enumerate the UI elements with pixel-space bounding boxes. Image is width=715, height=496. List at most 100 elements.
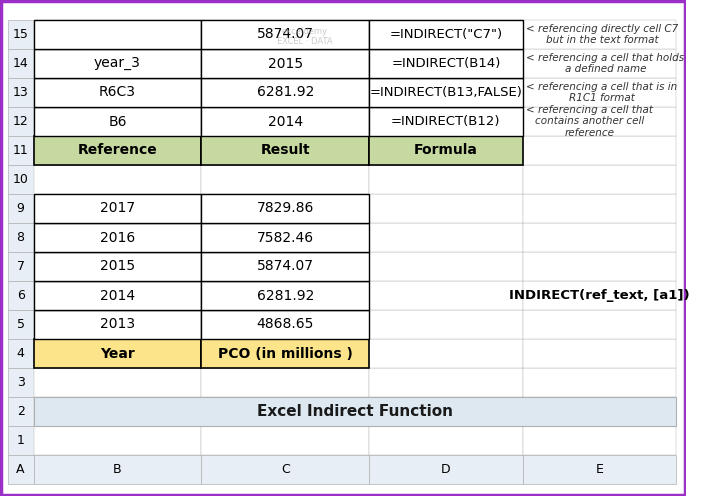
FancyBboxPatch shape [369, 20, 523, 49]
Text: Excel Indirect Function: Excel Indirect Function [257, 404, 453, 419]
FancyBboxPatch shape [369, 455, 523, 484]
FancyBboxPatch shape [202, 426, 369, 455]
FancyBboxPatch shape [8, 20, 34, 49]
FancyBboxPatch shape [202, 49, 369, 78]
FancyBboxPatch shape [523, 368, 676, 397]
Text: R6C3: R6C3 [99, 85, 136, 100]
FancyBboxPatch shape [8, 223, 34, 252]
FancyBboxPatch shape [369, 49, 523, 78]
FancyBboxPatch shape [34, 397, 202, 426]
Text: 6281.92: 6281.92 [257, 289, 314, 303]
FancyBboxPatch shape [369, 281, 523, 310]
FancyBboxPatch shape [369, 368, 523, 397]
Text: 7582.46: 7582.46 [257, 231, 314, 245]
FancyBboxPatch shape [34, 281, 202, 310]
Text: 8: 8 [16, 231, 24, 244]
FancyBboxPatch shape [369, 397, 523, 426]
FancyBboxPatch shape [202, 310, 369, 339]
FancyBboxPatch shape [34, 20, 202, 49]
Text: year_3: year_3 [94, 57, 141, 70]
FancyBboxPatch shape [202, 281, 369, 310]
FancyBboxPatch shape [369, 252, 523, 281]
FancyBboxPatch shape [523, 310, 676, 339]
FancyBboxPatch shape [523, 426, 676, 455]
FancyBboxPatch shape [34, 223, 202, 252]
FancyBboxPatch shape [8, 281, 34, 310]
FancyBboxPatch shape [369, 310, 523, 339]
FancyBboxPatch shape [34, 49, 202, 78]
Text: exceldemy
EXCEL · DATA: exceldemy EXCEL · DATA [277, 27, 332, 46]
FancyBboxPatch shape [523, 223, 676, 252]
FancyBboxPatch shape [8, 455, 34, 484]
FancyBboxPatch shape [8, 78, 34, 107]
FancyBboxPatch shape [523, 165, 676, 194]
FancyBboxPatch shape [34, 49, 202, 78]
Text: 7829.86: 7829.86 [257, 201, 314, 215]
FancyBboxPatch shape [8, 397, 34, 426]
FancyBboxPatch shape [523, 455, 676, 484]
Text: =INDIRECT(B14): =INDIRECT(B14) [391, 57, 500, 70]
Text: =INDIRECT(B13,FALSE): =INDIRECT(B13,FALSE) [370, 86, 522, 99]
FancyBboxPatch shape [202, 49, 369, 78]
Text: 11: 11 [13, 144, 29, 157]
FancyBboxPatch shape [34, 78, 202, 107]
FancyBboxPatch shape [523, 20, 676, 49]
Text: 5: 5 [16, 318, 24, 331]
FancyBboxPatch shape [369, 136, 523, 165]
FancyBboxPatch shape [34, 455, 202, 484]
FancyBboxPatch shape [34, 165, 202, 194]
FancyBboxPatch shape [523, 252, 676, 281]
FancyBboxPatch shape [202, 136, 369, 165]
FancyBboxPatch shape [202, 455, 369, 484]
Text: B: B [113, 463, 122, 476]
Text: =INDIRECT(B12): =INDIRECT(B12) [391, 115, 500, 128]
FancyBboxPatch shape [8, 310, 34, 339]
FancyBboxPatch shape [34, 194, 202, 223]
Text: 3: 3 [16, 376, 24, 389]
FancyBboxPatch shape [8, 107, 34, 136]
FancyBboxPatch shape [369, 136, 523, 165]
FancyBboxPatch shape [202, 223, 369, 252]
FancyBboxPatch shape [8, 252, 34, 281]
Text: D: D [441, 463, 450, 476]
FancyBboxPatch shape [8, 165, 34, 194]
Text: 12: 12 [13, 115, 29, 128]
FancyBboxPatch shape [202, 20, 369, 49]
FancyBboxPatch shape [523, 397, 676, 426]
Text: 7: 7 [16, 260, 24, 273]
FancyBboxPatch shape [369, 78, 523, 107]
Text: 14: 14 [13, 57, 29, 70]
Text: 2016: 2016 [100, 231, 135, 245]
Text: 2017: 2017 [100, 201, 135, 215]
FancyBboxPatch shape [34, 20, 202, 49]
Text: Result: Result [260, 143, 310, 158]
FancyBboxPatch shape [202, 78, 369, 107]
FancyBboxPatch shape [34, 252, 202, 281]
FancyBboxPatch shape [523, 107, 676, 136]
FancyBboxPatch shape [369, 20, 523, 49]
FancyBboxPatch shape [523, 339, 676, 368]
FancyBboxPatch shape [202, 107, 369, 136]
Text: 2015: 2015 [267, 57, 302, 70]
FancyBboxPatch shape [202, 397, 369, 426]
FancyBboxPatch shape [202, 310, 369, 339]
FancyBboxPatch shape [202, 107, 369, 136]
FancyBboxPatch shape [34, 223, 202, 252]
Text: 4: 4 [16, 347, 24, 360]
Text: 2013: 2013 [100, 317, 135, 331]
Text: 2015: 2015 [100, 259, 135, 273]
FancyBboxPatch shape [523, 281, 676, 310]
FancyBboxPatch shape [202, 78, 369, 107]
FancyBboxPatch shape [34, 107, 202, 136]
Text: 1: 1 [16, 434, 24, 447]
Text: PCO (in millions ): PCO (in millions ) [218, 347, 352, 361]
FancyBboxPatch shape [34, 310, 202, 339]
FancyBboxPatch shape [1, 1, 684, 495]
FancyBboxPatch shape [369, 165, 523, 194]
FancyBboxPatch shape [34, 78, 202, 107]
FancyBboxPatch shape [523, 194, 676, 223]
FancyBboxPatch shape [202, 20, 369, 49]
Text: 13: 13 [13, 86, 29, 99]
FancyBboxPatch shape [202, 252, 369, 281]
FancyBboxPatch shape [523, 136, 676, 165]
